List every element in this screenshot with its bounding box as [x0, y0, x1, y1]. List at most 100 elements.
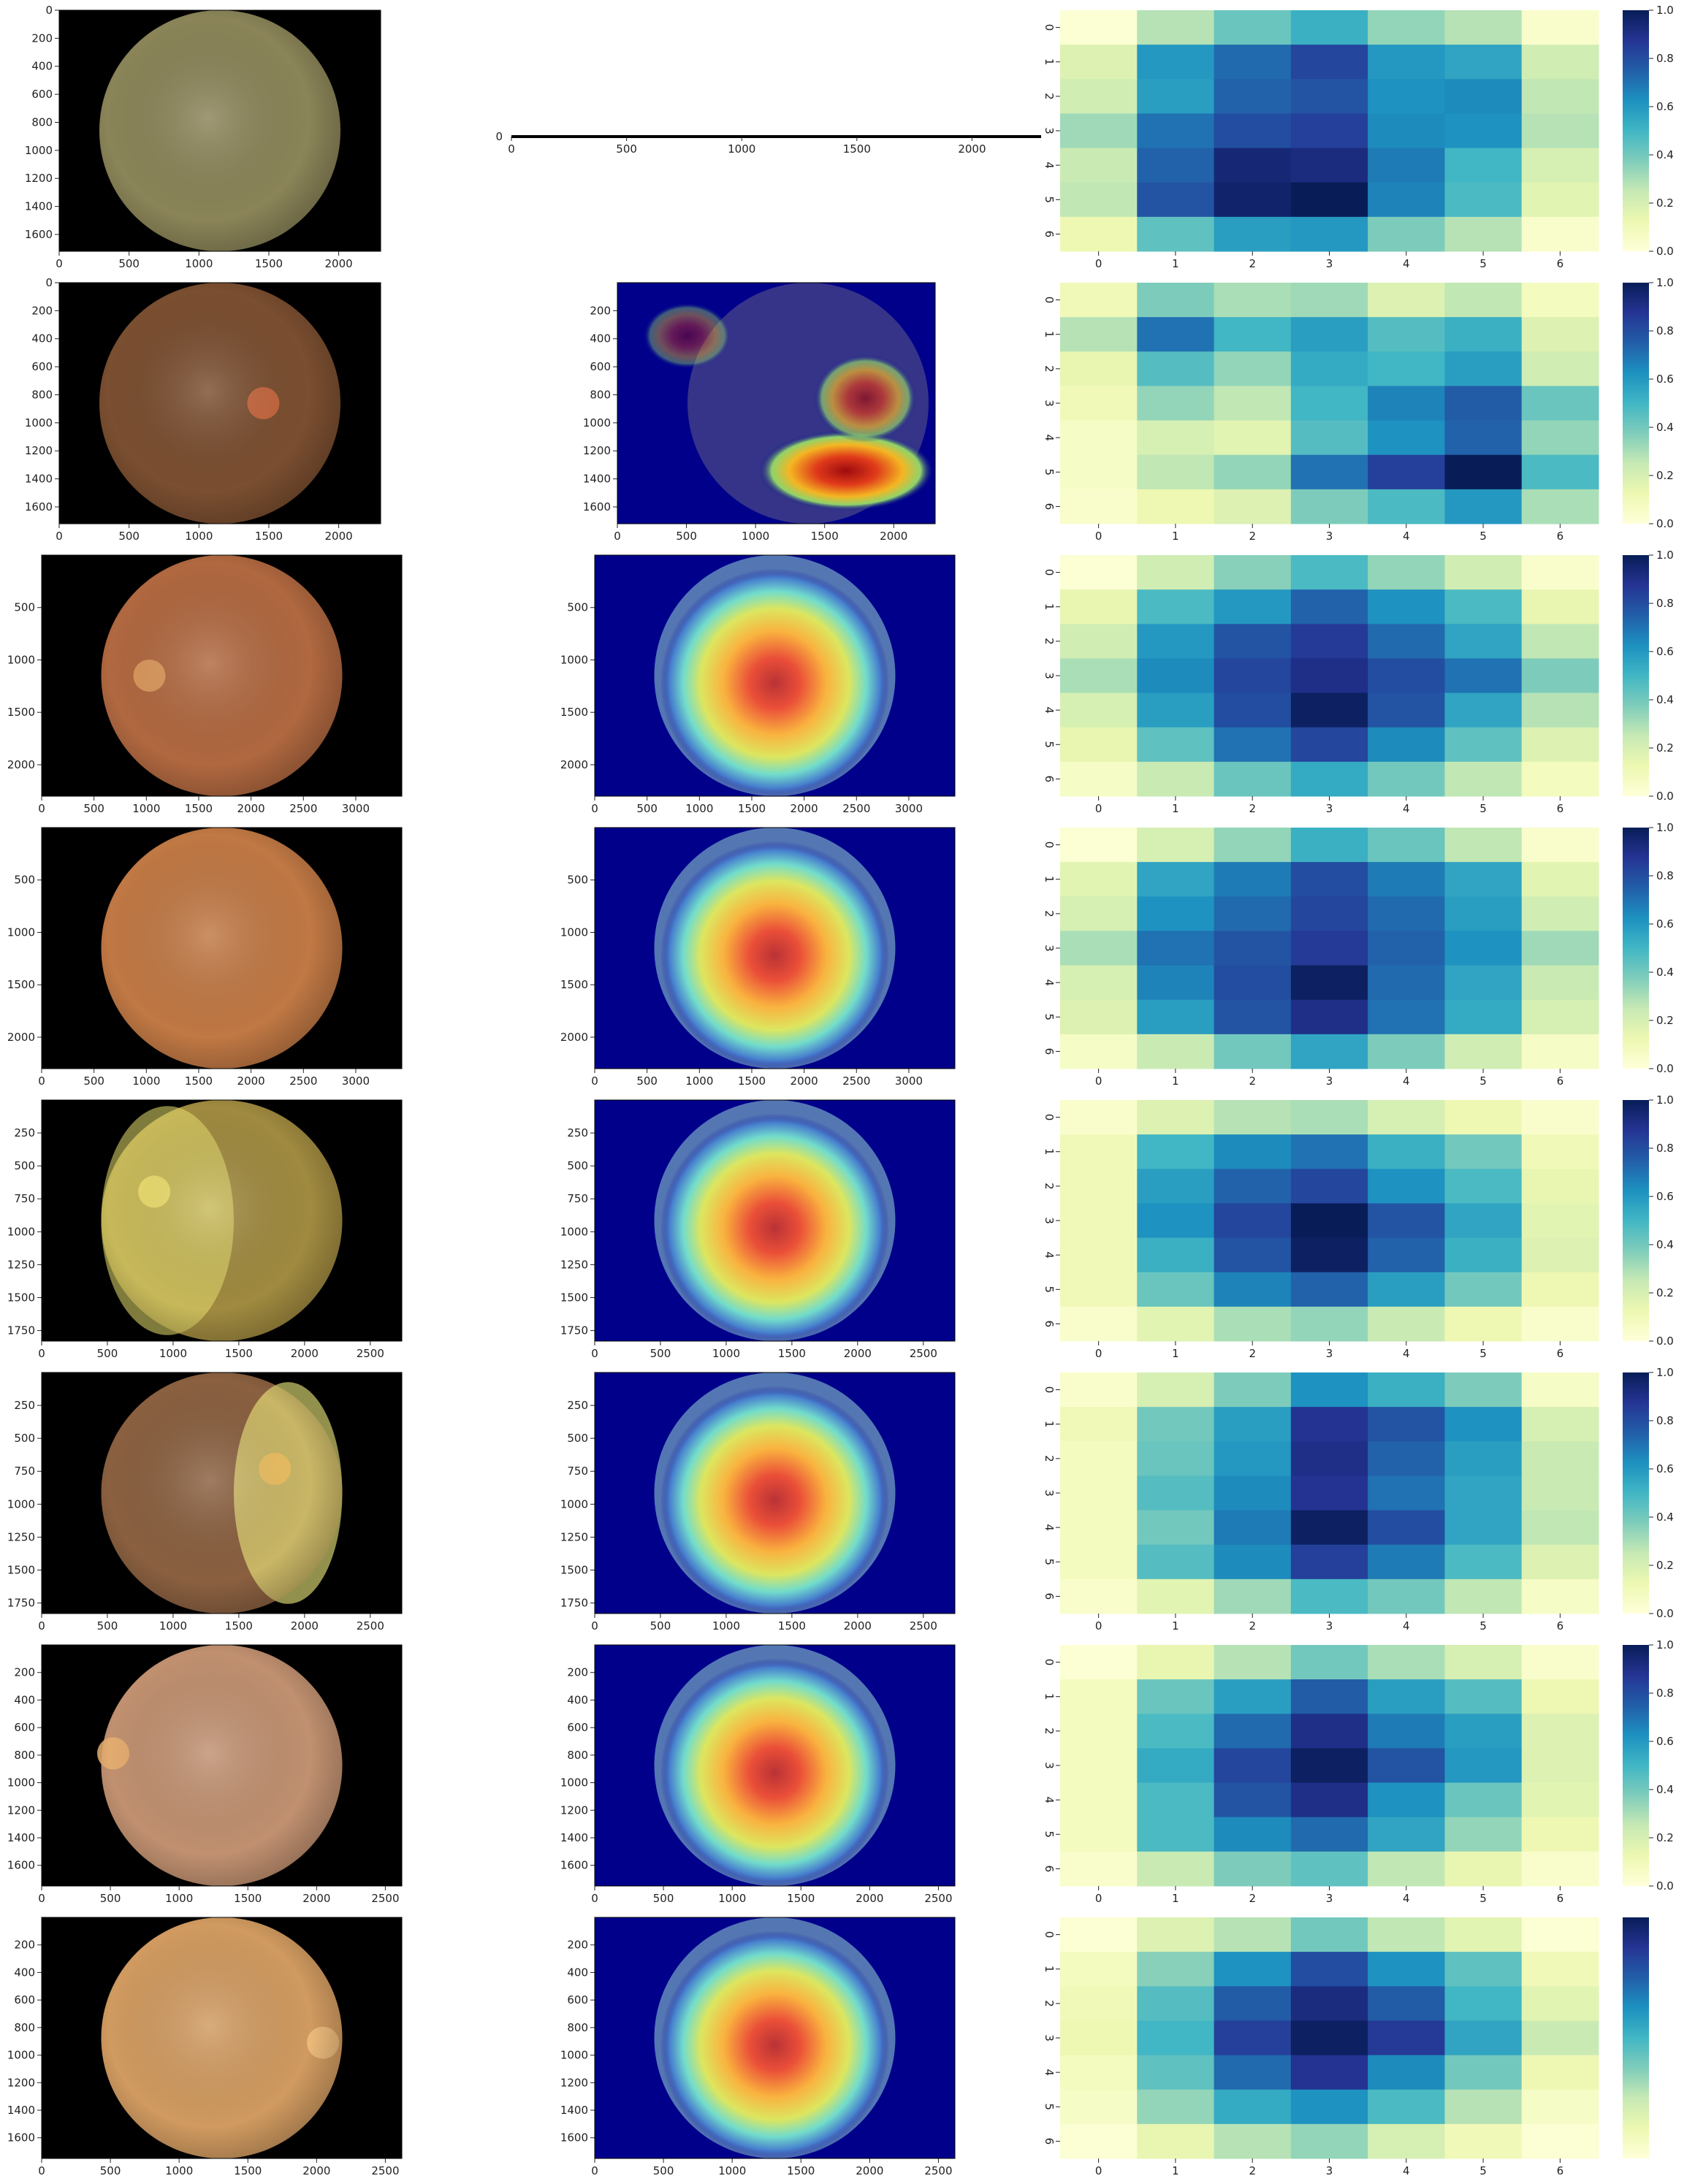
x-tick-label: 1000: [742, 530, 769, 543]
colorbar: [1623, 1917, 1649, 2158]
fundus-shading: [101, 555, 343, 796]
y-tick-label: 6: [1043, 231, 1056, 238]
y-tick-label: 1000: [7, 653, 35, 666]
y-tick-label: 1400: [583, 473, 611, 486]
y-tick-label: 3: [1043, 400, 1056, 407]
heatmap-cell: [1060, 1203, 1138, 1239]
colorbar-tick-label: 0.2: [1656, 1014, 1674, 1027]
heatmap-cell: [1214, 182, 1292, 218]
x-tick-label: 2000: [291, 1347, 319, 1360]
heatmap-cell: [1368, 1917, 1445, 1952]
heatmap-cell: [1290, 2089, 1368, 2125]
heatmap-cell: [1521, 1372, 1599, 1408]
fundus-panel: 0 500 1000 1500 2000 0 200 400 600 800 1000 1200 140…: [25, 276, 381, 543]
y-tick-label: 5: [1043, 1286, 1056, 1294]
colorbar-tick-label: 1.0: [1656, 549, 1674, 562]
heatmap-cell: [1060, 1782, 1138, 1818]
x-tick-label: 2: [1249, 1619, 1256, 1633]
heatmap-cell: [1521, 1544, 1599, 1580]
y-tick-label: 1750: [560, 1597, 588, 1610]
cam-panel: 0 500 1000 1500 2000 2500 250 500 750 1000 1250 150…: [560, 1099, 956, 1360]
heatmap-cell: [1214, 896, 1292, 931]
y-tick-label: 1: [1043, 1966, 1056, 1973]
colorbar-tick-label: 0.2: [1656, 1286, 1674, 1299]
x-tick-label: 4: [1403, 1892, 1410, 1905]
heatmap-cell: [1214, 1407, 1292, 1442]
heatmap-cell: [1521, 1952, 1599, 1987]
heatmap-cell: [1137, 1441, 1215, 1476]
x-tick-label: 1000: [685, 1074, 713, 1088]
heatmap-cell: [1214, 624, 1292, 659]
heatmap-cell: [1137, 1679, 1215, 1714]
x-tick-label: 2: [1249, 1347, 1256, 1360]
heatmap-cell: [1214, 1372, 1292, 1408]
heatmap-cell: [1060, 1510, 1138, 1546]
heatmap-cell: [1214, 965, 1292, 1001]
colorbar-tick-label: 0.6: [1656, 1735, 1674, 1748]
heatmap-panel: 0 1 2 3 4 5 6 0 1 2 3 4 5 6: [1043, 1100, 1599, 1360]
colorbar-tick-label: 1.0: [1656, 4, 1674, 17]
heatmap-cell: [1368, 2055, 1445, 2091]
x-tick-label: 1500: [185, 802, 213, 815]
colorbar-tick-label: 0.6: [1656, 1190, 1674, 1203]
colorbar-tick-label: 0.2: [1656, 1831, 1674, 1844]
heatmap-cell: [1368, 658, 1445, 694]
y-tick-label: 1: [1043, 331, 1056, 338]
heatmap-cell: [1137, 1306, 1215, 1342]
fundus-shading: [101, 1917, 343, 2158]
heatmap-cell: [1290, 45, 1368, 80]
x-tick-label: 6: [1557, 1074, 1564, 1088]
heatmap-cell: [1214, 1169, 1292, 1204]
heatmap-cell: [1444, 113, 1523, 149]
heatmap-cell: [1521, 896, 1599, 931]
x-tick-label: 0: [1095, 1619, 1102, 1633]
colorbar-tick-label: 1.0: [1656, 821, 1674, 834]
figure-row: 0 500 1000 1500 2000 2500 30005001000150020000…: [7, 821, 1674, 1088]
heatmap-cell: [1368, 2089, 1445, 2125]
heatmap-cell: [1444, 862, 1523, 897]
heatmap-cell: [1368, 1134, 1445, 1169]
heatmap-cell: [1214, 692, 1292, 728]
heatmap-cell: [1444, 420, 1523, 456]
fundus-frame: [41, 1917, 403, 2159]
heatmap-cell: [1214, 2089, 1292, 2125]
fundus-frame: [41, 1372, 403, 1614]
heatmap-cell: [1521, 1917, 1599, 1952]
heatmap-cell: [1521, 658, 1599, 694]
y-tick-label: 800: [14, 2021, 35, 2034]
x-tick-label: 0: [38, 1347, 45, 1360]
x-tick-label: 500: [118, 257, 140, 270]
heatmap-cell: [1290, 10, 1368, 45]
heatmap-cell: [1521, 1645, 1599, 1680]
heatmap-cell: [1137, 113, 1215, 149]
heatmap-cell: [1060, 113, 1138, 149]
x-tick-label: 3: [1326, 257, 1333, 270]
y-tick-label: 2: [1043, 365, 1056, 373]
y-tick-label: 1600: [7, 2131, 35, 2145]
heatmap-cell: [1368, 1714, 1445, 1749]
heatmap-cell: [1290, 1645, 1368, 1680]
cam-fundus-overlay: [654, 1100, 896, 1341]
y-tick-label: 1400: [560, 1831, 588, 1844]
cam-frame: [594, 1917, 956, 2159]
heatmap-cell: [1444, 761, 1523, 797]
x-tick-label: 0: [1095, 2164, 1102, 2177]
heatmap-cell: [1137, 216, 1215, 252]
heatmap-cell: [1060, 1272, 1138, 1307]
heatmap-panel: 0 1 2 3 4 5 6 0 1 2 3 4 5 6: [1043, 1372, 1599, 1633]
y-tick-label: 1600: [560, 1859, 588, 1872]
heatmap-cell: [1214, 1034, 1292, 1069]
heatmap-cell: [1521, 931, 1599, 966]
heatmap-cell: [1444, 1134, 1523, 1169]
heatmap-cell: [1290, 1679, 1368, 1714]
heatmap-cell: [1368, 555, 1445, 590]
heatmap-cell: [1137, 1407, 1215, 1442]
y-tick-label: 5: [1043, 741, 1056, 749]
y-tick-label: 1200: [25, 444, 53, 457]
colorbar-tick-label: 0.6: [1656, 1462, 1674, 1475]
heatmap-cell: [1444, 828, 1523, 863]
x-tick-label: 0: [38, 1619, 45, 1633]
heatmap-panel: 0 1 2 3 4 5 6 0 1 2 3 4 5 6: [1043, 283, 1599, 543]
x-tick-label: 1500: [811, 530, 839, 543]
heatmap-cell: [1290, 2020, 1368, 2056]
